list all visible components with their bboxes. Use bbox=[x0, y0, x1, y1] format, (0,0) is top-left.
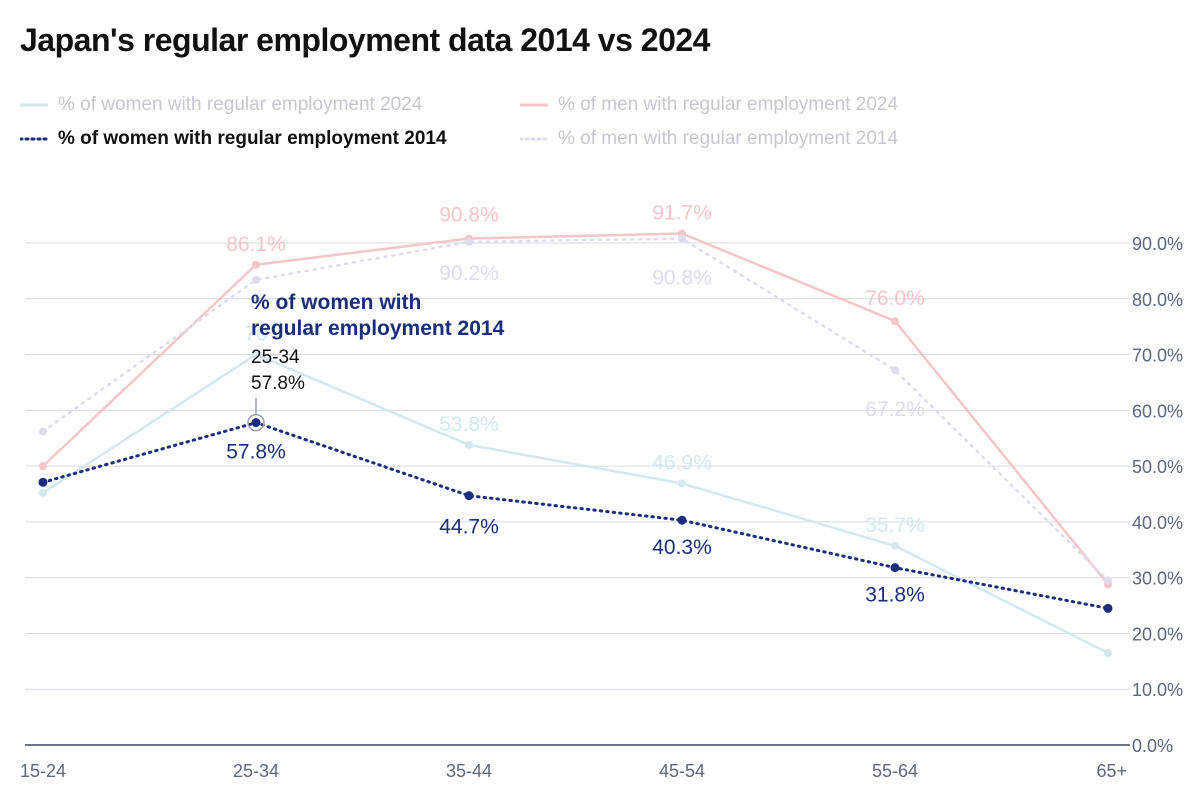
data-point bbox=[465, 440, 473, 449]
data-point bbox=[39, 427, 47, 436]
data-label: 35.7% bbox=[865, 514, 925, 537]
data-point bbox=[677, 515, 687, 525]
y-tick-label: 30.0% bbox=[1132, 569, 1183, 589]
data-point bbox=[252, 350, 260, 359]
x-tick-label: 65+ bbox=[1096, 761, 1127, 781]
legend-item-men-2014[interactable]: % of men with regular employment 2014 bbox=[520, 128, 898, 150]
legend-swatch-women-2024 bbox=[20, 103, 48, 107]
data-point bbox=[465, 237, 473, 246]
tooltip: % of women with regular employment 2014 25… bbox=[247, 291, 505, 432]
data-label: 46.9% bbox=[652, 451, 712, 474]
data-point bbox=[890, 563, 900, 573]
x-tick-label: 25-34 bbox=[233, 761, 279, 781]
data-label: 57.8% bbox=[226, 441, 286, 464]
legend-label: % of men with regular employment 2024 bbox=[558, 94, 899, 115]
data-label: 31.8% bbox=[865, 584, 925, 607]
data-point bbox=[39, 488, 47, 497]
legend-label: % of men with regular employment 2014 bbox=[558, 128, 899, 149]
x-tick-label: 35-44 bbox=[446, 761, 492, 781]
x-tick-label: 45-54 bbox=[659, 761, 705, 781]
data-point bbox=[252, 260, 260, 269]
data-point bbox=[38, 477, 48, 487]
y-tick-label: 20.0% bbox=[1132, 624, 1183, 644]
y-tick-label: 10.0% bbox=[1132, 680, 1183, 700]
series-line-of-men-with-regular-employment-2014 bbox=[41, 237, 1110, 582]
series-line-of-women-with-regular-employment-2014 bbox=[41, 421, 1110, 610]
data-label: 70 bbox=[244, 323, 267, 346]
data-label: 76.0% bbox=[865, 287, 925, 310]
data-label: 90.2% bbox=[439, 262, 499, 285]
data-labels: 70 53.8% 46.9% 35.7% 86.1% 90.8% 91.7% 76.0% 90.… bbox=[226, 202, 925, 607]
legend-item-women-2024[interactable]: % of women with regular employment 2024 bbox=[20, 94, 520, 116]
legend: % of women with regular employment 2024 … bbox=[20, 88, 1020, 156]
data-point bbox=[1103, 603, 1113, 613]
data-point bbox=[251, 418, 261, 428]
data-point bbox=[891, 541, 899, 550]
y-tick-label: 70.0% bbox=[1132, 346, 1183, 366]
series bbox=[38, 229, 1113, 657]
data-point bbox=[678, 234, 686, 243]
tooltip-series: % of women with regular employment 2014 bbox=[251, 291, 505, 340]
y-tick-label: 50.0% bbox=[1132, 457, 1183, 477]
tooltip-category: 25-34 bbox=[251, 347, 300, 368]
y-tick-label: 0.0% bbox=[1132, 736, 1173, 756]
series-line-of-men-with-regular-employment-2024 bbox=[41, 232, 1110, 586]
data-label: 90.8% bbox=[439, 204, 499, 227]
y-tick-label: 60.0% bbox=[1132, 401, 1183, 421]
x-tick-label: 15-24 bbox=[20, 761, 66, 781]
data-point bbox=[678, 479, 686, 488]
data-label: 90.8% bbox=[652, 267, 712, 290]
gridlines bbox=[25, 242, 1130, 746]
data-point bbox=[1104, 648, 1112, 657]
axes: 0.0% 10.0% 20.0% 30.0% 40.0% 50.0% 60.0% 70.0% 8… bbox=[20, 234, 1183, 781]
tooltip-value: 57.8% bbox=[251, 373, 305, 394]
legend-swatch-women-2014 bbox=[20, 137, 48, 141]
data-label: 40.3% bbox=[652, 536, 712, 559]
data-label: 44.7% bbox=[439, 516, 499, 539]
data-point bbox=[891, 366, 899, 375]
data-point bbox=[252, 275, 260, 284]
legend-swatch-men-2014 bbox=[520, 137, 548, 141]
legend-label: % of women with regular employment 2024 bbox=[58, 94, 423, 115]
data-label: 91.7% bbox=[652, 202, 712, 225]
legend-swatch-men-2024 bbox=[520, 103, 548, 107]
series-line-of-women-with-regular-employment-2024 bbox=[41, 353, 1110, 655]
y-tick-label: 90.0% bbox=[1132, 234, 1183, 254]
data-point bbox=[1104, 576, 1112, 585]
legend-label: % of women with regular employment 2014 bbox=[58, 128, 447, 149]
legend-item-men-2024[interactable]: % of men with regular employment 2024 bbox=[520, 94, 898, 116]
chart-title: Japan's regular employment data 2014 vs … bbox=[20, 22, 710, 58]
data-point bbox=[891, 317, 899, 326]
x-tick-label: 55-64 bbox=[872, 761, 918, 781]
legend-item-women-2014[interactable]: % of women with regular employment 2014 bbox=[20, 128, 520, 150]
data-label: 86.1% bbox=[226, 233, 286, 256]
y-tick-label: 80.0% bbox=[1132, 290, 1183, 310]
data-point bbox=[39, 462, 47, 471]
data-label: 67.2% bbox=[865, 398, 925, 421]
data-label: 53.8% bbox=[439, 413, 499, 436]
y-tick-label: 40.0% bbox=[1132, 513, 1183, 533]
data-point bbox=[464, 491, 474, 501]
